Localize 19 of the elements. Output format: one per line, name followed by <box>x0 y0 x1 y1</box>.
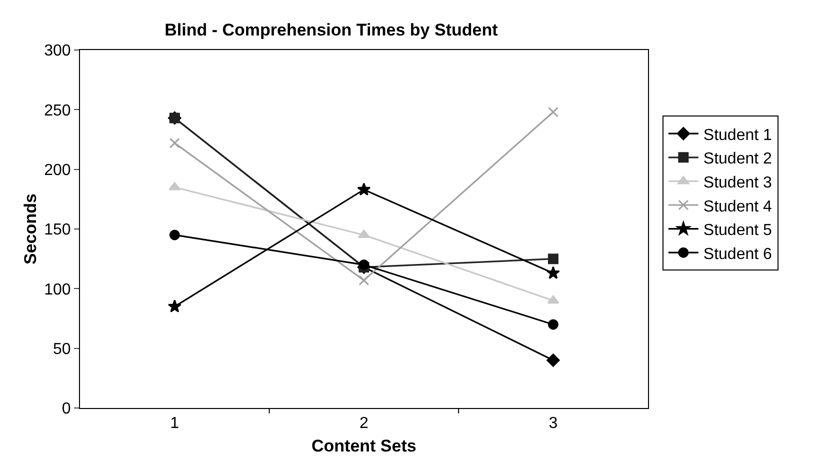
y-tick-label: 50 <box>53 340 71 358</box>
legend-label: Student 3 <box>703 174 772 192</box>
y-tick-label: 300 <box>44 42 71 60</box>
legend-label: Student 4 <box>703 198 772 216</box>
chart-title: Blind - Comprehension Times by Student <box>164 20 498 40</box>
legend-label: Student 6 <box>703 246 772 263</box>
x-axis-title: Content Sets <box>312 436 416 456</box>
legend-label: Student 5 <box>703 222 772 240</box>
x-tick-label: 3 <box>548 415 558 432</box>
x-tick-label: 1 <box>170 415 180 432</box>
y-axis-title: Seconds <box>21 194 40 264</box>
y-tick-label: 0 <box>62 400 71 418</box>
y-tick-label: 100 <box>44 281 71 298</box>
y-tick-label: 250 <box>44 102 71 120</box>
legend-label: Student 1 <box>703 126 772 144</box>
x-tick-label: 2 <box>359 415 368 432</box>
y-tick-label: 200 <box>44 162 71 179</box>
legend-label: Student 2 <box>703 150 772 168</box>
y-tick-label: 150 <box>44 222 71 239</box>
